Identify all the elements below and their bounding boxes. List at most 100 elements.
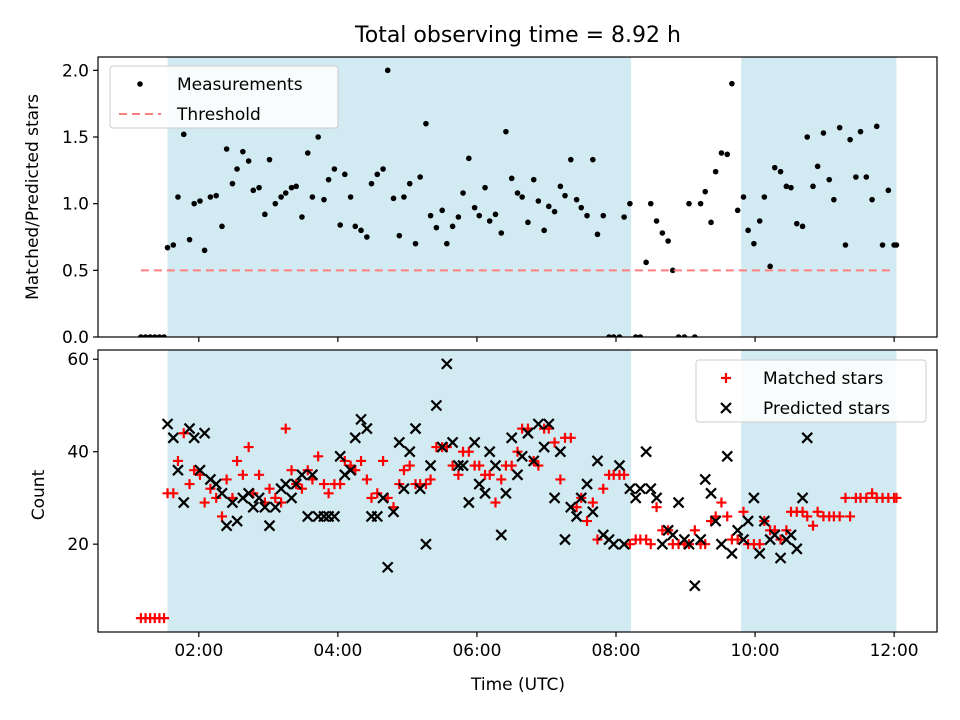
top-series-0-point-119: [771, 164, 778, 171]
bottom-legend-label-1: Predicted stars: [763, 399, 890, 419]
bottom-series-0-point-26: [270, 492, 281, 503]
top-series-0-point-11: [191, 200, 197, 207]
bottom-series-0-point-64: [474, 460, 485, 471]
bottom-series-1-point-79: [587, 506, 599, 518]
top-series-0-point-2: [147, 334, 153, 337]
top-series-0-point-123: [793, 220, 800, 227]
bottom-series-1-point-80: [591, 455, 604, 467]
top-series-0-point-84: [584, 212, 590, 219]
bottom-series-1-point-66: [516, 450, 528, 463]
top-series-0-point-136: [863, 174, 870, 180]
top-series-0-point-120: [777, 168, 784, 175]
top-series-0-point-133: [847, 136, 853, 143]
top-series-0-point-105: [697, 200, 704, 207]
bottom-series-1-point-31: [328, 510, 341, 523]
bottom-series-0-point-36: [323, 488, 334, 499]
bottom-series-1-point-22: [279, 478, 292, 490]
bottom-series-0-point-116: [754, 539, 765, 550]
bottom-series-0-point-54: [420, 479, 431, 490]
bottom-series-1-point-99: [694, 533, 707, 546]
top-y-axis-label: Matched/Predicted stars: [23, 94, 43, 300]
top-series-0-point-1: [142, 334, 149, 337]
top-series-0-point-117: [761, 194, 768, 200]
top-series-0-point-52: [412, 240, 419, 247]
bottom-series-0-point-78: [549, 437, 560, 448]
top-series-0-point-108: [712, 168, 719, 175]
bottom-series-1-point-117: [791, 543, 803, 555]
top-chart-title: Total observing time = 8.92 h: [354, 23, 681, 48]
bottom-series-0-point-127: [812, 506, 823, 517]
bottom-series-1-point-44: [398, 482, 410, 495]
top-series-0-point-41: [352, 223, 359, 230]
top-series-0-point-61: [460, 190, 466, 196]
top-legend-label-0: Measurements: [177, 75, 303, 95]
bottom-series-0-point-113: [738, 506, 749, 517]
bottom-series-0-point-15: [211, 492, 222, 503]
top-series-0-point-23: [256, 184, 262, 191]
top-series-0-point-53: [417, 174, 423, 180]
bottom-series-1-point-102: [709, 515, 722, 527]
top-series-0-point-137: [869, 196, 875, 203]
bottom-series-1-point-62: [495, 529, 508, 541]
top-series-0-point-58: [444, 240, 450, 247]
bottom-series-1-point-18: [259, 501, 271, 513]
bottom-series-1-point-42: [387, 506, 400, 518]
top-series-0-point-90: [616, 334, 623, 337]
bottom-series-0-point-27: [276, 497, 287, 508]
bottom-series-0-point-21: [243, 442, 254, 453]
bottom-series-1-point-15: [242, 487, 255, 500]
bottom-series-1-point-84: [613, 459, 626, 472]
top-series-0-point-28: [282, 190, 289, 196]
top-series-0-point-47: [384, 67, 391, 74]
top-ytick-label-0: 0.0: [62, 328, 89, 348]
bottom-x-axis-label: Time (UTC): [470, 675, 565, 695]
bottom-series-1-point-61: [489, 459, 502, 472]
top-series-0-point-82: [573, 196, 580, 203]
top-series-0-point-0: [138, 334, 144, 337]
top-series-0-point-59: [449, 223, 456, 230]
bottom-series-0-point-31: [296, 483, 307, 494]
bottom-series-1-point-72: [548, 492, 561, 504]
bottom-series-1-point-76: [570, 510, 583, 523]
top-series-0-point-35: [321, 196, 327, 203]
bottom-axes-frame: [97, 349, 938, 633]
top-series-0-point-114: [745, 227, 751, 234]
top-series-0-point-78: [551, 208, 558, 215]
top-series-0-point-135: [857, 128, 864, 135]
bottom-series-1-point-101: [705, 487, 717, 500]
top-series-0-point-110: [724, 151, 731, 158]
bottom-series-1-point-47: [414, 482, 426, 495]
top-series-0-point-39: [342, 171, 348, 178]
top-series-0-point-91: [621, 214, 627, 220]
bottom-series-1-point-89: [640, 445, 652, 458]
top-series-0-point-107: [708, 219, 714, 226]
top-series-0-point-122: [788, 184, 794, 191]
bottom-series-1-point-113: [768, 529, 781, 541]
bottom-series-0-point-109: [716, 497, 727, 508]
bottom-series-1-point-26: [301, 510, 314, 523]
bottom-series-0-point-85: [587, 497, 598, 508]
bottom-series-0-point-44: [366, 492, 377, 503]
bottom-series-0-point-66: [484, 469, 495, 480]
bottom-series-1-point-59: [479, 487, 491, 500]
top-series-0-point-8: [175, 194, 181, 200]
bottom-series-0-point-97: [651, 502, 662, 513]
bottom-series-1-point-88: [634, 482, 647, 495]
bottom-series-0-point-137: [867, 488, 878, 499]
top-series-0-point-69: [503, 128, 509, 135]
bottom-series-0-point-46: [378, 455, 389, 466]
bottom-series-0-point-20: [237, 469, 248, 480]
bottom-series-1-point-52: [441, 358, 453, 370]
top-series-0-point-49: [396, 232, 403, 239]
bottom-series-0-point-81: [565, 432, 576, 443]
bottom-series-0-point-19: [232, 455, 243, 466]
bottom-series-1-point-100: [699, 473, 712, 486]
bottom-series-1-point-110: [753, 547, 766, 560]
bottom-series-0-point-87: [598, 483, 609, 494]
bottom-series-1-point-53: [446, 436, 459, 449]
top-legend: Measurements Threshold: [109, 65, 339, 129]
bottom-series-1-point-46: [409, 422, 422, 435]
bottom-series-0-point-35: [318, 479, 329, 490]
bottom-series-0-point-5: [159, 613, 170, 624]
bottom-series-1-point-103: [715, 538, 728, 550]
